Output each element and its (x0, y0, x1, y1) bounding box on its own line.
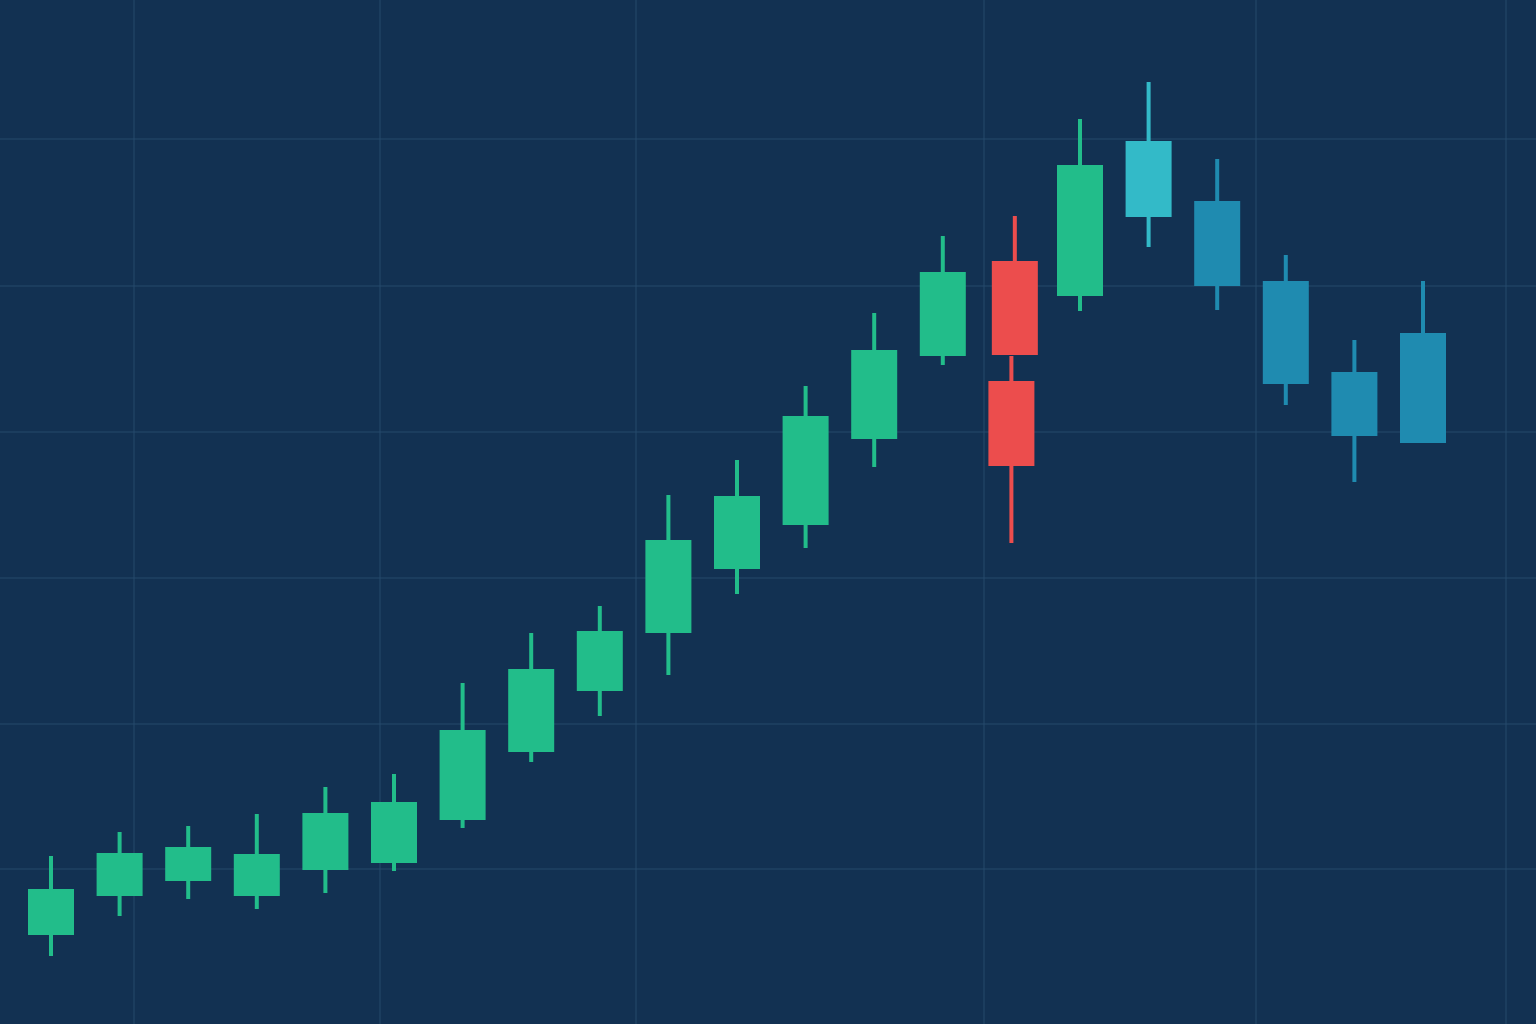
candle-22 (1400, 281, 1446, 443)
candle-body-10 (645, 540, 692, 633)
candle-body-7 (439, 730, 486, 820)
candle-12 (782, 386, 829, 548)
candle-10 (645, 495, 692, 675)
candle-8 (508, 633, 555, 762)
candle-15 (988, 356, 1035, 543)
candle-body-20 (1262, 281, 1309, 384)
candle-1 (28, 856, 74, 956)
candle-body-13 (851, 350, 898, 439)
candle-7 (439, 683, 486, 828)
candle-13 (851, 313, 898, 467)
candle-body-19 (1194, 201, 1241, 286)
candle-11 (714, 460, 760, 594)
candle-body-6 (371, 802, 417, 863)
candle-body-21 (1331, 372, 1378, 436)
candle-body-8 (508, 669, 555, 752)
candle-body-11 (714, 496, 760, 569)
candles (28, 82, 1446, 956)
candle-body-16 (991, 261, 1038, 355)
candle-5 (302, 787, 349, 893)
candle-9 (576, 606, 623, 716)
candle-body-18 (1125, 141, 1172, 217)
candle-body-22 (1400, 333, 1446, 443)
candle-body-3 (165, 847, 212, 881)
candle-19 (1194, 159, 1241, 310)
candle-body-4 (233, 854, 280, 896)
candle-3 (165, 826, 212, 899)
candle-18 (1125, 82, 1172, 247)
candle-21 (1331, 340, 1378, 482)
candle-16 (991, 216, 1038, 355)
candle-body-5 (302, 813, 349, 870)
candle-body-15 (988, 381, 1035, 466)
candle-20 (1262, 255, 1309, 405)
candle-17 (1057, 119, 1103, 311)
candle-body-14 (919, 272, 966, 356)
candle-body-2 (96, 853, 143, 896)
candle-body-17 (1057, 165, 1103, 296)
candle-2 (96, 832, 143, 916)
candle-body-9 (576, 631, 623, 691)
candle-body-12 (782, 416, 829, 525)
candle-6 (371, 774, 417, 871)
candle-14 (919, 236, 966, 365)
candle-4 (233, 814, 280, 909)
candle-body-1 (28, 889, 74, 935)
